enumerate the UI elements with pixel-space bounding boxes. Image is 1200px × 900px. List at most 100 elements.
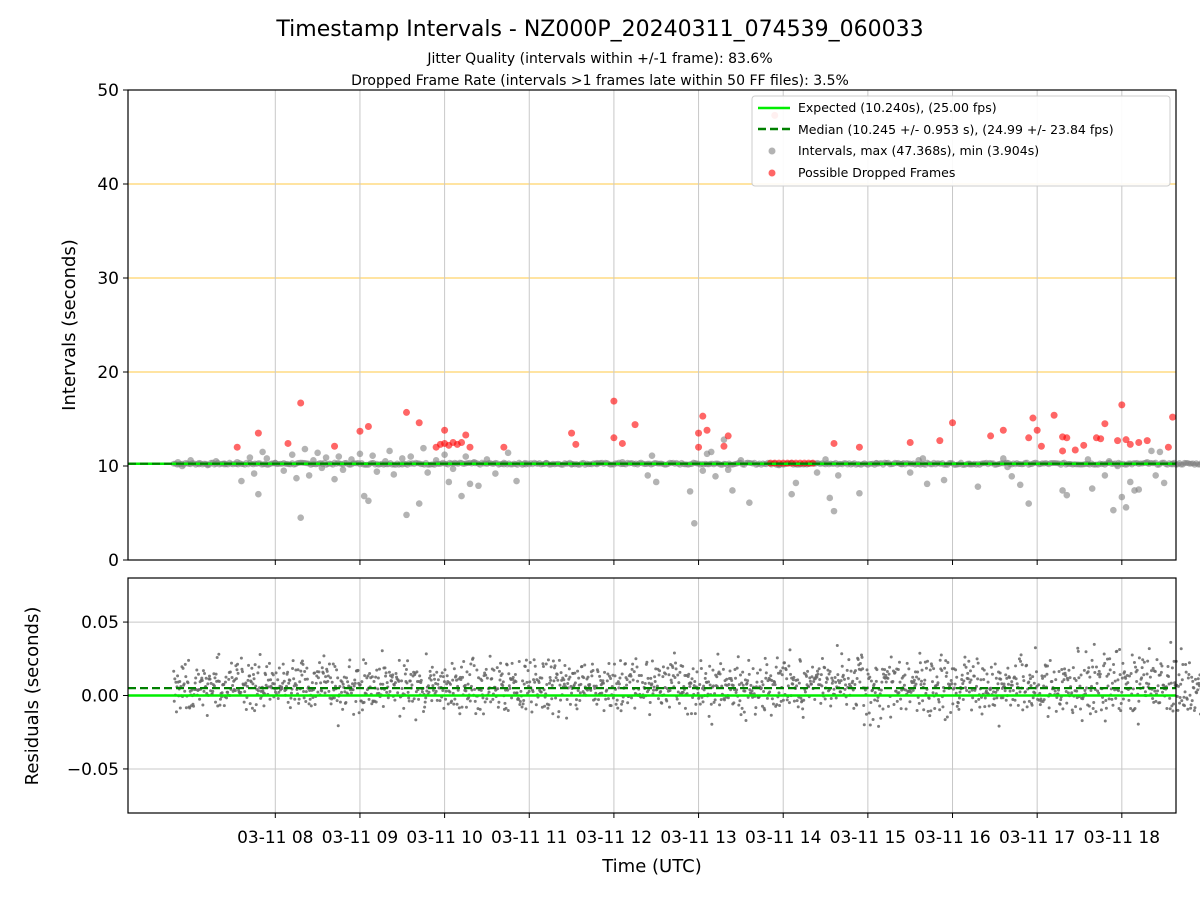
residual-point — [652, 688, 656, 692]
dropped-frame-point — [1029, 414, 1037, 422]
residual-point — [824, 680, 828, 684]
residual-point — [362, 658, 366, 662]
residual-point — [1171, 709, 1175, 713]
residual-point — [474, 712, 478, 716]
residual-point — [937, 700, 941, 704]
residual-point — [967, 659, 971, 663]
residual-point — [958, 690, 962, 694]
residual-point — [1143, 690, 1147, 694]
residual-point — [982, 668, 986, 672]
residual-point — [227, 677, 231, 681]
residual-point — [1172, 659, 1176, 663]
residual-point — [1151, 666, 1155, 670]
interval-point — [432, 457, 440, 464]
residual-point — [336, 724, 340, 728]
chart-subtitle-dropped: Dropped Frame Rate (intervals >1 frames … — [351, 73, 849, 89]
interval-point — [466, 480, 474, 488]
residual-point — [431, 684, 435, 688]
residual-point — [385, 690, 389, 694]
residual-point — [650, 659, 654, 663]
interval-points — [170, 111, 1200, 527]
residual-point — [452, 702, 456, 706]
interval-point — [187, 457, 194, 464]
residual-point — [440, 671, 444, 675]
residual-point — [200, 676, 204, 680]
residual-point — [1197, 684, 1200, 688]
residual-point — [548, 681, 552, 685]
residual-point — [1103, 661, 1107, 665]
residual-point — [839, 679, 843, 683]
residual-point — [884, 673, 888, 677]
residual-point — [1153, 670, 1157, 674]
residual-point — [305, 677, 309, 681]
residual-point — [292, 677, 296, 681]
dropped-frame-point — [949, 419, 957, 427]
residual-point — [1020, 663, 1024, 667]
residual-point — [541, 662, 545, 666]
residual-point — [858, 680, 862, 684]
residual-point — [956, 701, 960, 705]
residual-point — [507, 684, 511, 688]
residual-point — [829, 697, 833, 701]
residual-point — [1098, 672, 1102, 676]
residual-point — [258, 653, 262, 657]
residual-point — [549, 678, 553, 682]
residual-point — [559, 671, 563, 675]
residual-point — [473, 687, 477, 691]
residual-point — [213, 676, 217, 680]
residual-point — [1114, 696, 1118, 700]
interval-point — [712, 473, 719, 480]
residual-point — [428, 676, 432, 680]
residual-point — [819, 701, 823, 705]
dropped-frame-point — [297, 399, 305, 407]
interval-point — [1156, 448, 1164, 456]
residual-point — [423, 705, 427, 709]
x-tick-label: 03-11 10 — [406, 828, 482, 848]
residual-point — [663, 686, 667, 690]
residual-point — [920, 668, 924, 672]
residual-point — [1177, 673, 1181, 677]
residual-point — [370, 702, 374, 706]
dropped-frame-point — [1033, 426, 1041, 434]
residual-point — [839, 690, 843, 694]
residual-point — [769, 713, 773, 717]
residual-point — [845, 702, 849, 706]
residual-point — [1124, 676, 1128, 680]
residual-point — [899, 697, 903, 701]
residual-point — [1182, 695, 1186, 699]
residual-point — [484, 667, 488, 671]
interval-point — [1008, 473, 1016, 480]
residual-point — [885, 669, 889, 673]
residual-point — [1021, 675, 1025, 679]
residual-point — [917, 701, 921, 705]
residual-point — [831, 679, 835, 683]
dropped-frame-point — [631, 421, 639, 429]
residual-point — [254, 703, 258, 707]
residual-point — [1179, 647, 1183, 651]
residual-point — [245, 696, 249, 700]
x-tick-label: 03-11 11 — [491, 828, 567, 848]
residual-point — [832, 687, 836, 691]
residual-point — [458, 712, 462, 716]
residual-point — [617, 682, 621, 686]
residual-point — [1102, 664, 1106, 668]
residual-point — [302, 696, 306, 700]
residual-point — [689, 712, 693, 716]
residual-point — [1135, 679, 1139, 683]
residual-point — [720, 684, 724, 688]
interval-point — [475, 482, 482, 490]
residual-point — [860, 653, 864, 657]
residual-point — [892, 703, 896, 707]
y-tick-label: 0 — [108, 551, 119, 571]
residual-point — [727, 682, 731, 686]
residual-point — [691, 696, 695, 700]
residual-point — [406, 690, 410, 694]
residual-point — [715, 675, 719, 679]
residual-point — [1105, 674, 1109, 678]
residual-point — [1076, 646, 1080, 650]
x-tick-label: 03-11 18 — [1084, 828, 1160, 848]
residual-point — [1071, 666, 1075, 670]
residual-point — [974, 699, 978, 703]
residual-point — [526, 669, 530, 673]
residual-point — [207, 674, 211, 678]
